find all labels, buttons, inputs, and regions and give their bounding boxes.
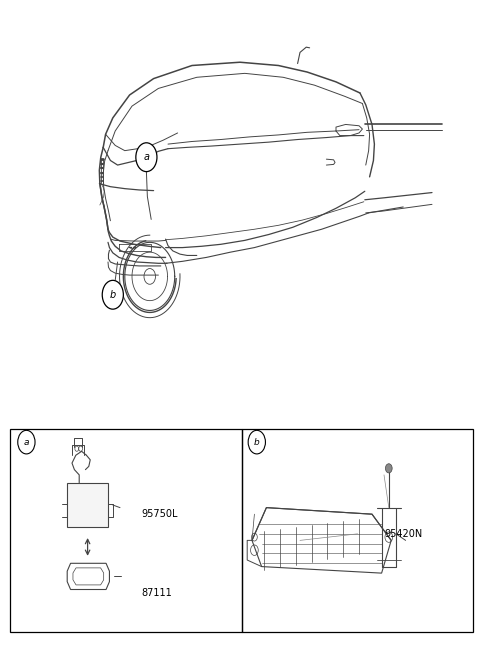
Bar [67, 483, 108, 527]
Text: a: a [144, 152, 149, 162]
Text: a: a [24, 438, 29, 447]
Circle shape [385, 464, 392, 473]
Bar [242, 429, 473, 632]
Text: b: b [254, 438, 260, 447]
Circle shape [18, 430, 35, 454]
Circle shape [136, 143, 157, 172]
Text: b: b [109, 290, 116, 300]
Circle shape [248, 430, 265, 454]
Text: 87111: 87111 [142, 588, 172, 598]
Text: 95420N: 95420N [384, 529, 422, 539]
Bar [10, 429, 242, 632]
Circle shape [102, 280, 123, 309]
Text: 95750L: 95750L [142, 509, 178, 519]
